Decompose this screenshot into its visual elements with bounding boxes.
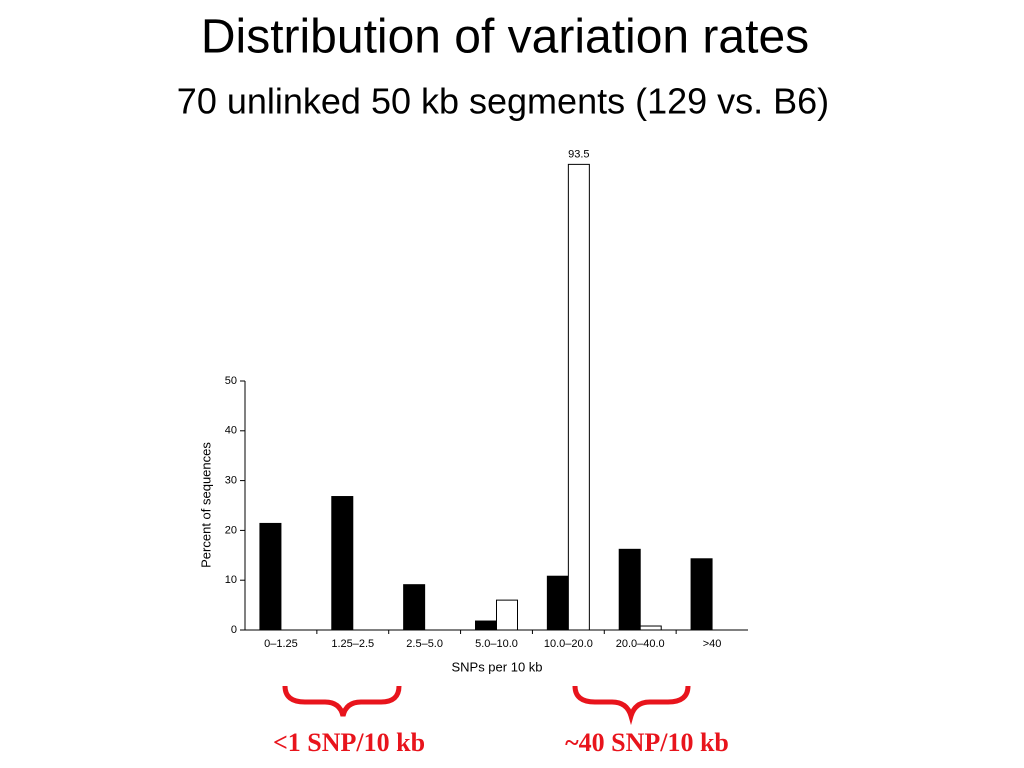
x-tick-label: 20.0–40.0 [616, 638, 665, 650]
x-tick-label: >40 [703, 638, 722, 650]
bar [259, 522, 282, 631]
y-tick-label: 30 [225, 475, 237, 487]
bar [690, 558, 713, 631]
data-label: 93.5 [568, 148, 589, 160]
x-tick-label: 5.0–10.0 [475, 638, 518, 650]
bar [639, 625, 662, 631]
brace [282, 685, 402, 717]
x-tick-label: 0–1.25 [264, 638, 298, 650]
bar [496, 599, 518, 631]
y-tick-label: 40 [225, 425, 237, 437]
bar [567, 163, 590, 631]
y-tick-label: 0 [231, 624, 237, 636]
bar [618, 548, 641, 631]
x-tick-label: 2.5–5.0 [406, 638, 443, 650]
bar [331, 496, 354, 631]
bar [546, 575, 569, 631]
chart-title: Distribution of variation rates [201, 11, 809, 64]
bar [403, 584, 426, 631]
y-tick-label: 20 [225, 524, 237, 536]
annotation: <1 SNP/10 kb [273, 728, 425, 757]
x-tick-label: 1.25–2.5 [331, 638, 374, 650]
x-tick-label: 10.0–20.0 [544, 638, 593, 650]
x-axis-label: SNPs per 10 kb [451, 659, 542, 674]
bar [475, 620, 497, 631]
annotation: ~40 SNP/10 kb [565, 728, 729, 757]
y-tick-label: 50 [225, 375, 237, 387]
brace [572, 685, 691, 726]
y-tick-label: 10 [225, 574, 237, 586]
y-axis-label: Percent of sequences [198, 442, 213, 568]
chart-subtitle: 70 unlinked 50 kb segments (129 vs. B6) [177, 81, 829, 122]
